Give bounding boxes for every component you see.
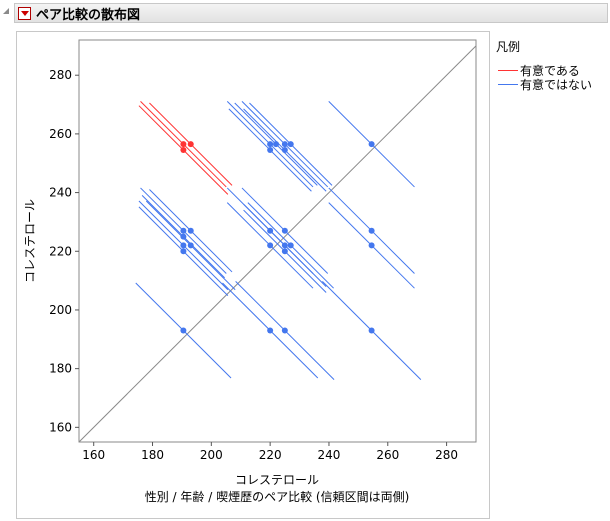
legend-label-not-significant: 有意ではない bbox=[520, 77, 593, 92]
x-axis-caption: 性別 / 年齢 / 喫煙歴のペア比較 (信頼区間は両側) bbox=[145, 489, 410, 504]
plot-frame bbox=[16, 31, 490, 519]
y-tick-label-0: 160 bbox=[49, 420, 72, 434]
plot-area[interactable] bbox=[78, 39, 477, 443]
not-significant-point-8[interactable] bbox=[273, 141, 280, 148]
not-significant-point-14[interactable] bbox=[281, 227, 288, 234]
x-axis-label: コレステロール bbox=[235, 473, 319, 487]
not-significant-point-21[interactable] bbox=[368, 141, 375, 148]
not-significant-point-3[interactable] bbox=[180, 242, 187, 249]
legend-swatch-not-significant bbox=[498, 83, 518, 85]
report-title-bar: ペア比較の散布図 bbox=[14, 3, 608, 23]
significant-point-2[interactable] bbox=[187, 141, 194, 148]
y-tick-label-3: 220 bbox=[49, 244, 72, 258]
y-tick-label-5: 260 bbox=[49, 127, 72, 141]
x-tick-label-3: 220 bbox=[259, 448, 282, 462]
not-significant-point-23[interactable] bbox=[368, 242, 375, 249]
report-title: ペア比較の散布図 bbox=[36, 7, 141, 23]
not-significant-point-6[interactable] bbox=[180, 327, 187, 334]
not-significant-point-2[interactable] bbox=[180, 233, 187, 240]
legend: 凡例 有意である 有意ではない bbox=[496, 38, 593, 92]
report-header: ペア比較の散布図 bbox=[0, 0, 608, 26]
x-tick-label-5: 260 bbox=[376, 448, 399, 462]
legend-label-significant: 有意である bbox=[520, 63, 580, 78]
not-significant-point-16[interactable] bbox=[281, 242, 288, 249]
not-significant-point-22[interactable] bbox=[368, 227, 375, 234]
legend-item-significant[interactable]: 有意である bbox=[496, 63, 592, 78]
x-tick-label-0: 160 bbox=[82, 448, 105, 462]
not-significant-point-4[interactable] bbox=[187, 242, 194, 249]
not-significant-point-20[interactable] bbox=[281, 327, 288, 334]
menu-triangle-icon bbox=[20, 10, 29, 16]
legend-swatch-significant bbox=[498, 69, 518, 71]
x-tick-label-6: 280 bbox=[435, 448, 458, 462]
not-significant-point-9[interactable] bbox=[281, 141, 288, 148]
x-tick-label-4: 240 bbox=[318, 448, 341, 462]
not-significant-point-1[interactable] bbox=[187, 227, 194, 234]
legend-item-not-significant[interactable]: 有意ではない bbox=[496, 77, 593, 92]
legend-title: 凡例 bbox=[496, 40, 521, 54]
y-tick-label-1: 180 bbox=[49, 362, 72, 376]
not-significant-point-12[interactable] bbox=[281, 147, 288, 154]
y-axis-label: コレステロール bbox=[23, 199, 37, 283]
x-tick-label-1: 180 bbox=[141, 448, 164, 462]
not-significant-point-24[interactable] bbox=[368, 327, 375, 334]
not-significant-point-15[interactable] bbox=[267, 242, 274, 249]
y-tick-label-2: 200 bbox=[49, 303, 72, 317]
y-tick-label-6: 280 bbox=[49, 68, 72, 82]
not-significant-point-17[interactable] bbox=[287, 242, 294, 249]
not-significant-point-5[interactable] bbox=[180, 248, 187, 255]
not-significant-point-10[interactable] bbox=[287, 141, 294, 148]
red-triangle-menu-button[interactable] bbox=[18, 6, 31, 20]
not-significant-point-18[interactable] bbox=[281, 248, 288, 255]
not-significant-point-13[interactable] bbox=[267, 227, 274, 234]
not-significant-point-19[interactable] bbox=[267, 327, 274, 334]
significant-point-1[interactable] bbox=[180, 147, 187, 154]
not-significant-point-7[interactable] bbox=[267, 141, 274, 148]
not-significant-point-0[interactable] bbox=[180, 227, 187, 234]
not-significant-point-11[interactable] bbox=[267, 147, 274, 154]
outline-disclosure-icon[interactable] bbox=[3, 8, 9, 14]
y-tick-label-4: 240 bbox=[49, 186, 72, 200]
x-tick-label-2: 200 bbox=[200, 448, 223, 462]
significant-point-0[interactable] bbox=[180, 141, 187, 148]
